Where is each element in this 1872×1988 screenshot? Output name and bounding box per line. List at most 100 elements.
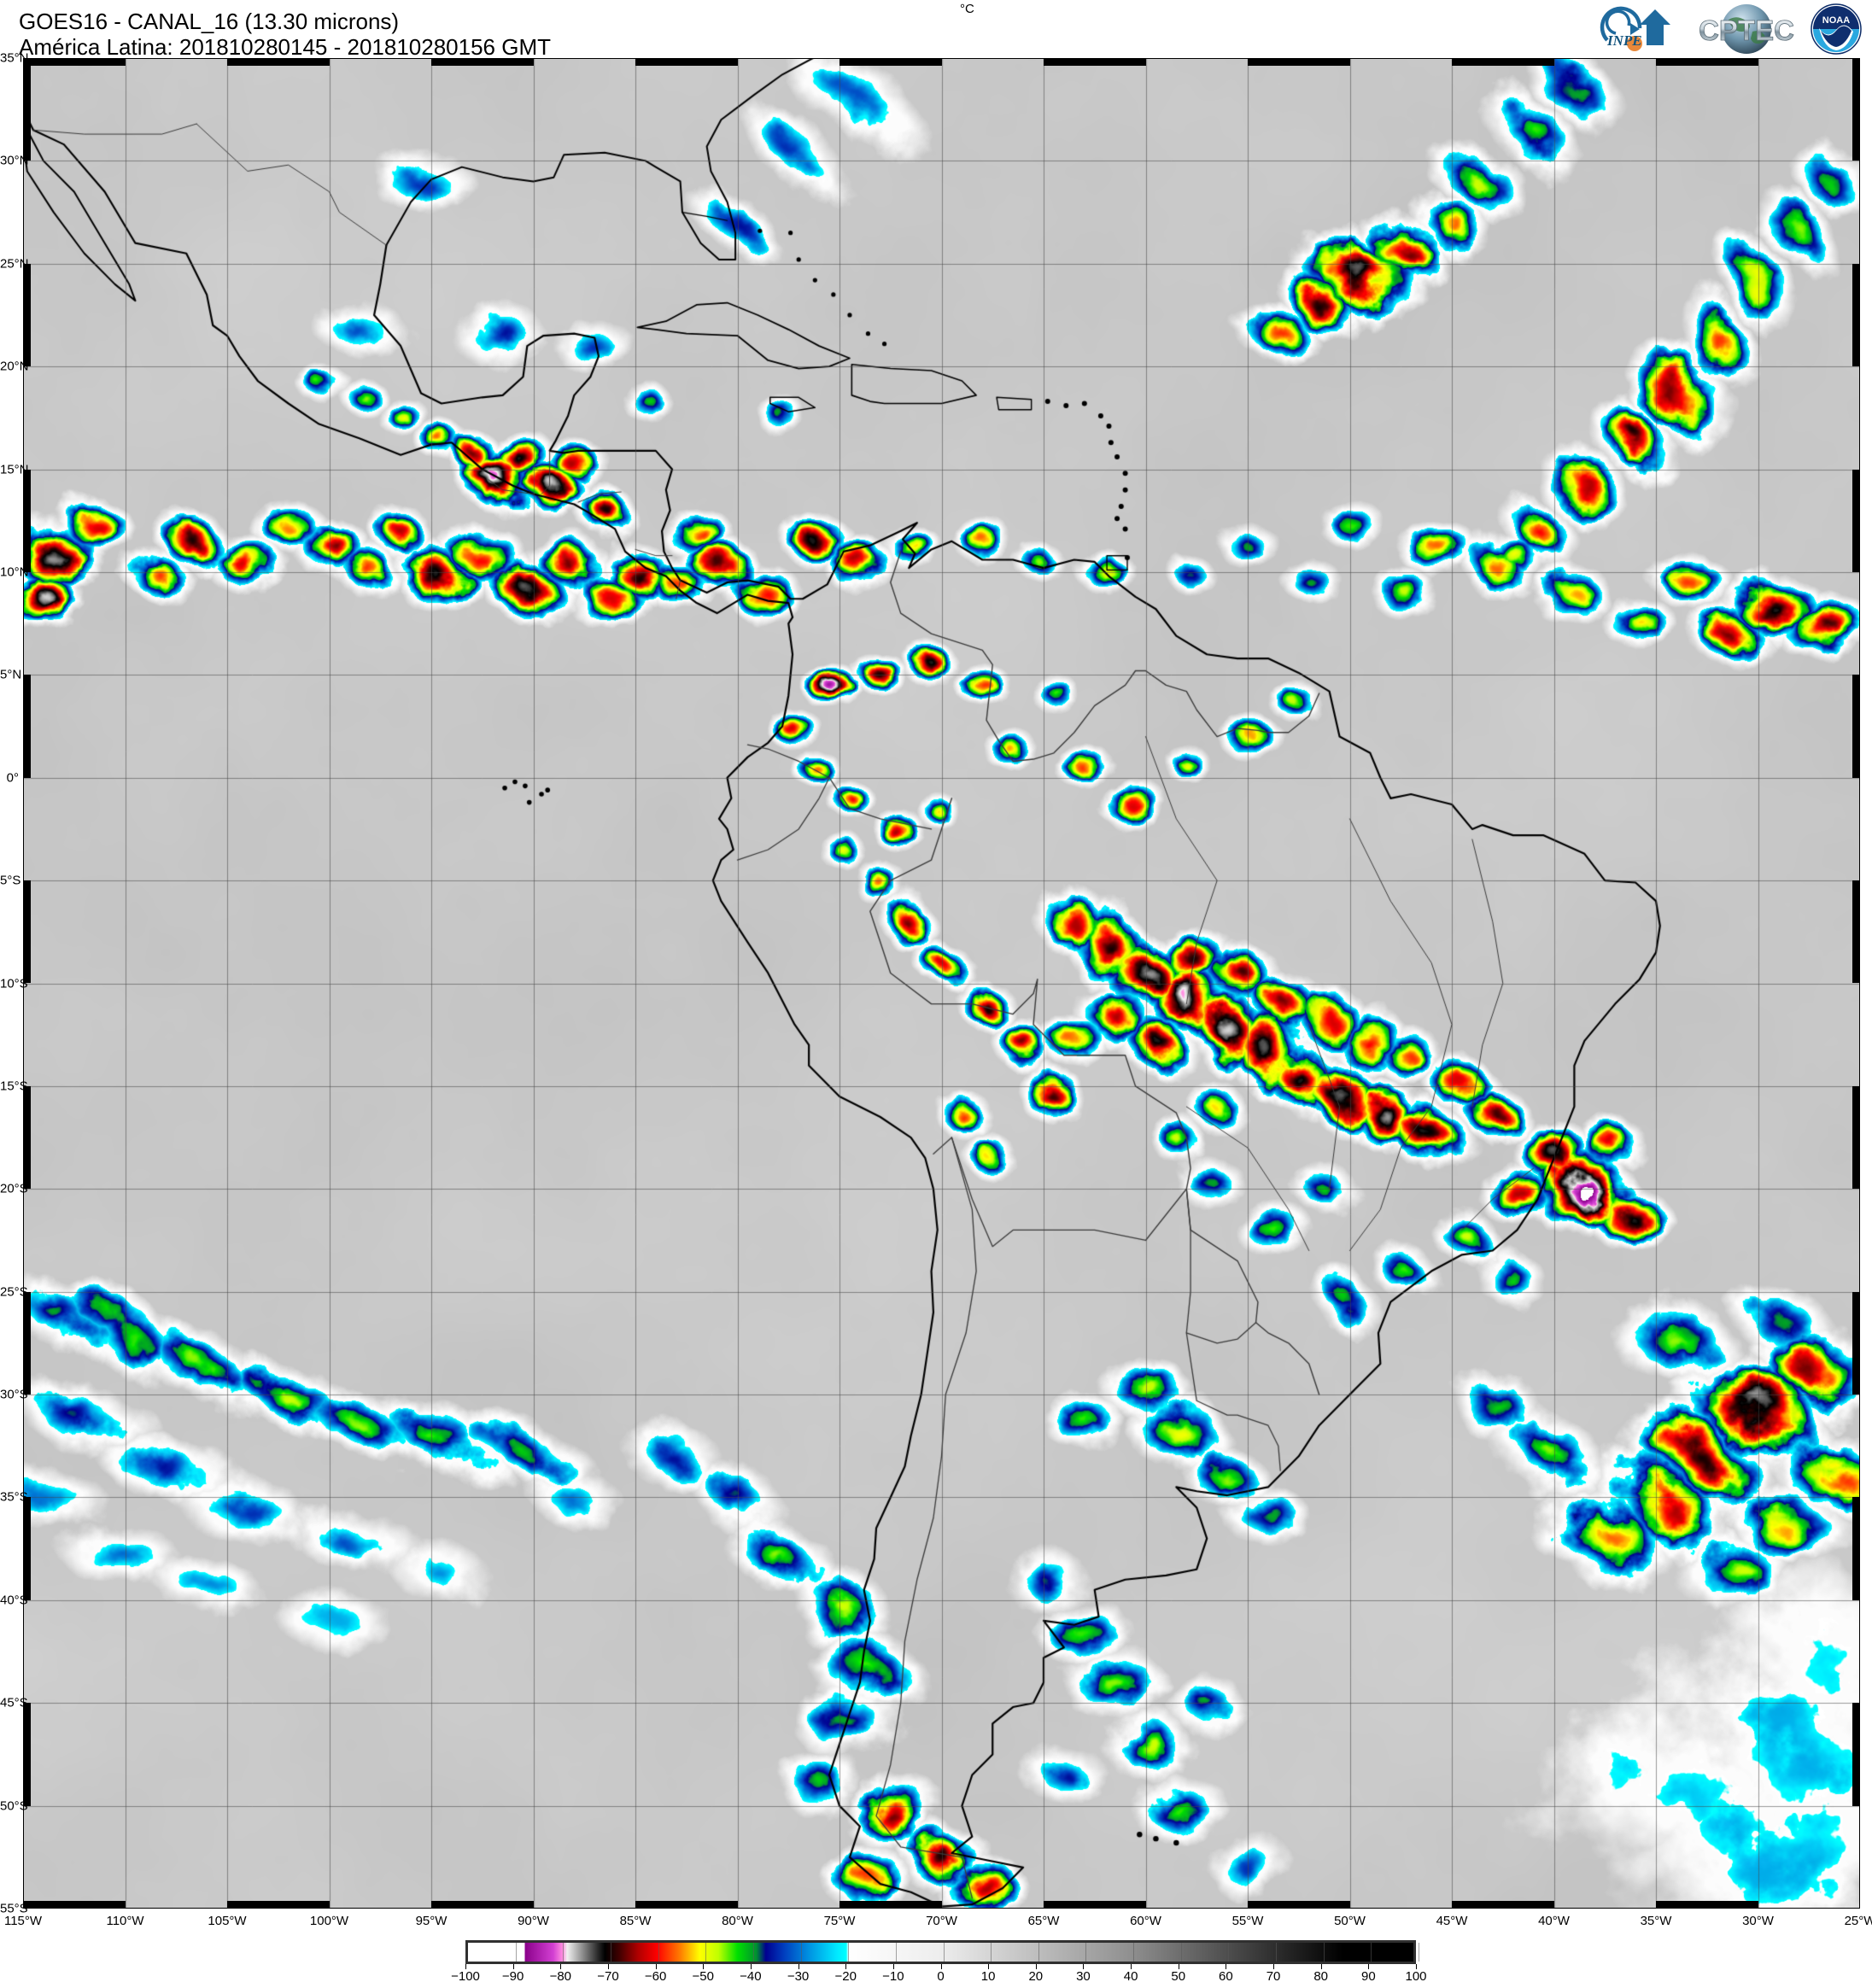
colorbar-tick-mark <box>1083 1964 1085 1969</box>
frame-tick-segment <box>23 880 31 984</box>
frame-tick-segment <box>1852 58 1860 161</box>
frame-tick-segment <box>1852 1497 1860 1600</box>
lon-tick-label: 100°W <box>309 1914 349 1928</box>
frame-tick-segment <box>1852 880 1860 984</box>
page-subtitle: América Latina: 201810280145 - 201810280… <box>19 34 551 60</box>
frame-tick-segment <box>23 1497 31 1600</box>
colorbar-tick-mark <box>655 1964 657 1969</box>
colorbar-tick-label: −70 <box>597 1969 619 1984</box>
lat-tick-label: 30°N <box>0 153 29 168</box>
colorbar-separator <box>1038 1943 1039 1962</box>
colorbar-tick-label: −50 <box>692 1969 714 1984</box>
lat-tick-label: 35°S <box>0 1489 28 1505</box>
frame-tick-segment <box>1044 58 1146 66</box>
lat-tick-label: 50°S <box>0 1798 28 1814</box>
lat-tick-label: 25°S <box>0 1284 28 1300</box>
colorbar-separator <box>800 1943 802 1962</box>
lat-tick-label: 30°S <box>0 1387 28 1402</box>
colorbar-tick-mark <box>1320 1964 1322 1969</box>
lat-tick-label: 35°N <box>0 50 29 66</box>
frame-tick-segment <box>839 58 942 66</box>
frame-tick-segment <box>1852 1703 1860 1806</box>
lon-tick-label: 75°W <box>823 1914 856 1928</box>
lon-tick-label: 95°W <box>415 1914 448 1928</box>
lon-tick-label: 85°W <box>619 1914 652 1928</box>
frame-tick-segment <box>431 58 534 66</box>
frame-tick-segment <box>839 1901 942 1909</box>
colorbar-tick-mark <box>1368 1964 1370 1969</box>
satellite-map-panel[interactable] <box>23 58 1860 1909</box>
colorbar-tick-label: −100 <box>451 1969 480 1984</box>
svg-text:NOAA: NOAA <box>1822 15 1850 26</box>
lon-tick-label: 70°W <box>926 1914 957 1928</box>
header-bar: GOES16 - CANAL_16 (13.30 microns) Améric… <box>0 0 1872 60</box>
frame-tick-segment <box>1852 263 1860 367</box>
colorbar-separator <box>1276 1943 1278 1962</box>
colorbar-tick-label: −40 <box>740 1969 762 1984</box>
colorbar-separator <box>848 1943 850 1962</box>
frame-tick-segment <box>635 58 738 66</box>
colorbar-tick-mark <box>607 1964 609 1969</box>
colorbar-tick-label: 90 <box>1361 1969 1376 1984</box>
colorbar-separator <box>1228 1943 1230 1962</box>
colorbar-tick-label: −90 <box>501 1969 524 1984</box>
colorbar-tick-mark <box>845 1964 847 1969</box>
lat-tick-label: 55°S <box>0 1901 28 1916</box>
colorbar-frame <box>465 1940 1419 1964</box>
colorbar-tick-mark <box>560 1964 562 1969</box>
colorbar-separator <box>752 1943 754 1962</box>
frame-tick-segment <box>1452 58 1554 66</box>
lon-tick-label: 110°W <box>106 1914 144 1928</box>
temperature-colorbar[interactable]: −100 −90 −80 −70 −60 −50 −40 −30 −20 −10 0 10 20 30 40… <box>451 1940 1427 1984</box>
lat-tick-label: 5°N <box>0 667 22 682</box>
colorbar-tick-label: 30 <box>1076 1969 1091 1984</box>
lat-tick-label: 5°S <box>0 873 21 888</box>
colorbar-tick-label: −10 <box>882 1969 904 1984</box>
colorbar-tick-label: 40 <box>1123 1969 1138 1984</box>
colorbar-unit-label: °C <box>960 2 974 16</box>
frame-tick-segment <box>635 1901 738 1909</box>
lat-tick-label: 15°S <box>0 1079 28 1094</box>
frame-tick-segment <box>1044 1901 1146 1909</box>
lon-tick-label: 60°W <box>1130 1914 1161 1928</box>
frame-tick-segment <box>431 1901 534 1909</box>
lat-tick-label: 25°N <box>0 256 29 272</box>
colorbar-tick-label: −80 <box>549 1969 572 1984</box>
colorbar-separator <box>705 1943 707 1962</box>
colorbar-tick-label: 80 <box>1313 1969 1329 1984</box>
colorbar-tick-label: 100 <box>1405 1969 1427 1984</box>
colorbar-tick-label: 70 <box>1266 1969 1281 1984</box>
frame-tick-segment <box>1852 469 1860 572</box>
colorbar-tick-mark <box>940 1964 942 1969</box>
satellite-image-canvas[interactable] <box>23 58 1860 1909</box>
colorbar-tick-label: 60 <box>1219 1969 1233 1984</box>
lat-tick-label: 45°S <box>0 1695 28 1710</box>
lon-tick-label: 90°W <box>518 1914 549 1928</box>
colorbar-tick-label: 10 <box>980 1969 996 1984</box>
colorbar-tick-mark <box>1131 1964 1132 1969</box>
colorbar-separator <box>895 1943 897 1962</box>
colorbar-separator <box>991 1943 992 1962</box>
colorbar-tick-label: −60 <box>644 1969 667 1984</box>
logo-group: INPE <box>1590 2 1863 56</box>
frame-tick-segment <box>23 675 31 778</box>
cptec-logo-icon: CPTEC <box>1691 3 1802 56</box>
lat-tick-label: 10°N <box>0 564 29 580</box>
frame-tick-segment <box>23 1703 31 1806</box>
colorbar-tick-label: 0 <box>937 1969 945 1984</box>
colorbar-separator <box>1323 1943 1325 1962</box>
lat-tick-label: 20°S <box>0 1181 28 1196</box>
lon-tick-label: 115°W <box>3 1914 43 1928</box>
lon-tick-label: 35°W <box>1640 1914 1672 1928</box>
lon-tick-label: 25°W <box>1844 1914 1872 1928</box>
frame-tick-segment <box>1852 675 1860 778</box>
lon-tick-label: 40°W <box>1538 1914 1570 1928</box>
frame-tick-segment <box>1852 1291 1860 1395</box>
colorbar-tick-label: 50 <box>1171 1969 1186 1984</box>
colorbar-separator <box>943 1943 945 1962</box>
frame-tick-segment <box>227 1901 330 1909</box>
frame-tick-segment <box>23 1085 31 1190</box>
frame-tick-segment <box>23 1291 31 1395</box>
lat-tick-label: 40°S <box>0 1593 28 1608</box>
page-title: GOES16 - CANAL_16 (13.30 microns) <box>19 9 400 34</box>
